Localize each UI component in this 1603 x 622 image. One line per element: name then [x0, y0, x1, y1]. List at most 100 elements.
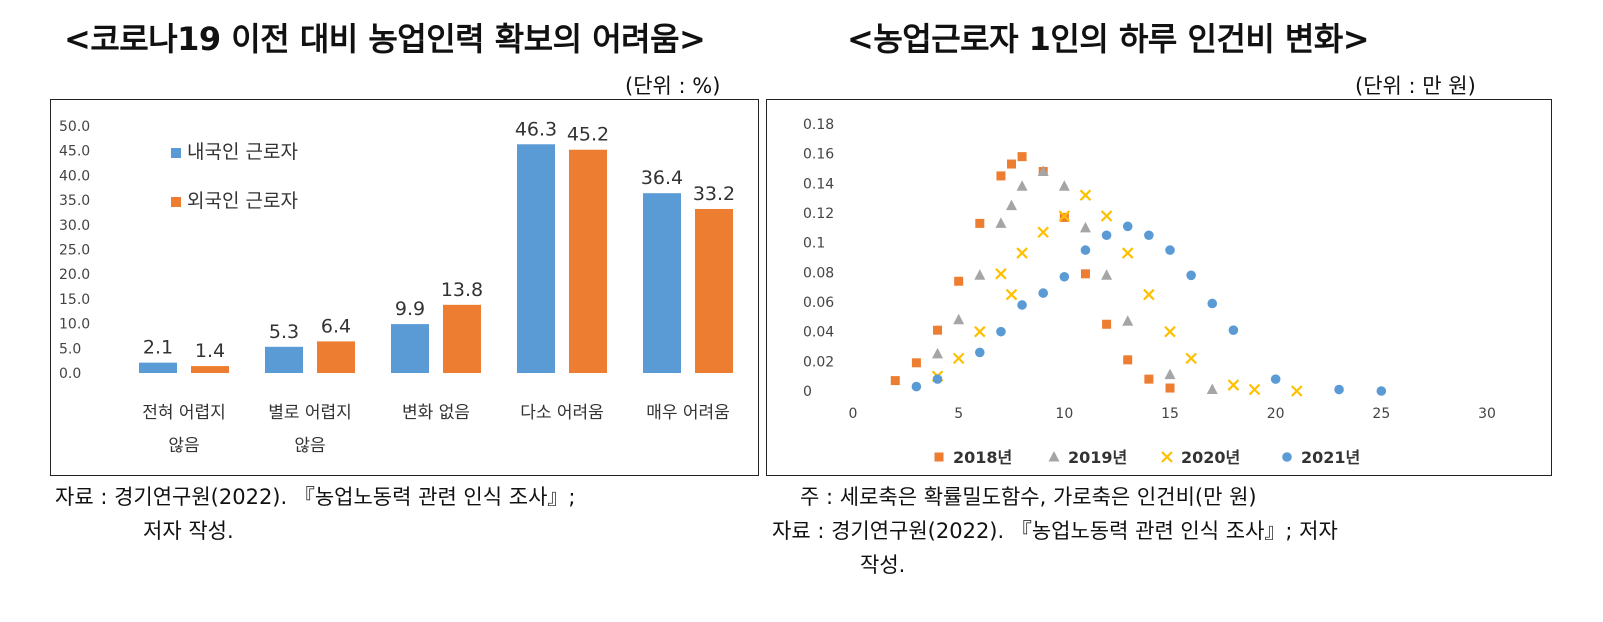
point-2018년	[1144, 374, 1154, 384]
point-2018년	[1165, 383, 1175, 393]
x-tick-label: 30	[1478, 406, 1496, 422]
y-tick-label: 20.0	[59, 267, 90, 283]
point-2021년	[1122, 221, 1133, 232]
point-2018년	[1123, 355, 1133, 365]
right-note-line1: 주 : 세로축은 확률밀도함수, 가로축은 인건비(만 원)	[800, 485, 1257, 509]
point-2021년	[911, 381, 922, 392]
y-tick-label: 30.0	[59, 218, 90, 234]
y-tick-label: 0.02	[803, 354, 834, 370]
legend-marker-2	[1048, 451, 1060, 462]
y-tick-label: 25.0	[59, 243, 90, 259]
left-chart-unit: (단위 : %)	[625, 74, 721, 98]
scatter-chart: 0 0.02 0.04 0.06 0.08 0.1 0.12 0.14 0.16 0.18 0 5 10…	[803, 117, 1496, 467]
point-2019년	[1101, 269, 1113, 280]
point-2020년	[1185, 352, 1197, 365]
bar-foreign-4	[569, 149, 607, 373]
point-2019년	[974, 269, 986, 280]
point-2018년	[1102, 319, 1112, 329]
point-2021년	[1080, 245, 1091, 255]
point-2021년	[996, 326, 1006, 337]
y-tick-label: 40.0	[59, 168, 90, 184]
category-label: 않음	[294, 436, 325, 456]
point-2018년	[1017, 152, 1027, 162]
point-2018년	[1080, 269, 1090, 279]
left-source-line2: 저자 작성.	[143, 519, 234, 543]
bar-domestic-2	[265, 346, 303, 373]
point-2020년	[1037, 226, 1049, 239]
x-tick-label: 25	[1372, 406, 1390, 422]
left-chart-title: <코로나19 이전 대비 농업인력 확보의 어려움>	[64, 20, 706, 58]
point-2021년	[1165, 245, 1175, 255]
x-tick-label: 15	[1161, 406, 1179, 422]
category-label: 전혀 어렵지	[142, 403, 226, 423]
legend-label-1: 2018년	[953, 448, 1012, 467]
bar-value-label: 46.3	[515, 118, 557, 140]
bar-foreign-3	[443, 304, 481, 373]
point-2021년	[975, 347, 985, 358]
y-tick-label: 0.1	[803, 236, 825, 252]
x-tick-label: 10	[1055, 406, 1073, 422]
point-2018년	[954, 276, 964, 286]
point-2021년	[1376, 386, 1387, 396]
bar-value-label: 13.8	[441, 279, 483, 301]
point-2019년	[1006, 199, 1017, 211]
point-2018년	[911, 358, 921, 368]
point-2020년	[1079, 189, 1092, 201]
category-label: 매우 어려움	[646, 403, 730, 423]
point-2020년	[995, 268, 1007, 280]
y-tick-label: 0.16	[803, 147, 834, 163]
point-2019년	[1079, 221, 1091, 233]
bar-domestic-1	[139, 362, 177, 373]
legend-label-2: 2019년	[1068, 448, 1127, 467]
point-2020년	[1058, 210, 1071, 222]
point-2018년	[975, 218, 985, 228]
legend-marker-4	[1282, 452, 1292, 462]
y-tick-label: 35.0	[59, 193, 90, 209]
point-2019년	[953, 313, 965, 325]
y-tick-label: 50.0	[59, 119, 90, 135]
point-2020년	[1227, 379, 1240, 391]
bar-value-label: 9.9	[395, 298, 425, 320]
bar-value-label: 33.2	[693, 183, 735, 205]
legend-label-4: 2021년	[1301, 448, 1360, 467]
bar-value-label: 6.4	[321, 315, 351, 337]
point-2021년	[1038, 288, 1048, 298]
point-2021년	[1144, 230, 1154, 241]
point-2019년	[1037, 165, 1049, 176]
point-2021년	[1059, 271, 1070, 282]
point-2020년	[1291, 385, 1303, 397]
point-2021년	[1101, 230, 1112, 241]
category-label: 다소 어려움	[520, 403, 604, 423]
bar-value-label: 5.3	[269, 321, 299, 343]
legend-swatch-2	[171, 197, 181, 207]
legend-label-2: 외국인 근로자	[187, 190, 298, 212]
y-tick-label: 0.14	[803, 176, 834, 192]
y-tick-label: 15.0	[59, 292, 90, 308]
point-2020년	[952, 352, 965, 365]
bar-domestic-4	[517, 144, 555, 373]
point-2020년	[1100, 210, 1113, 222]
x-tick-label: 20	[1267, 406, 1285, 422]
point-2020년	[1121, 247, 1134, 259]
category-label: 않음	[168, 436, 199, 456]
point-2019년	[1016, 180, 1028, 191]
y-tick-label: 0	[803, 384, 812, 400]
point-2021년	[932, 374, 943, 384]
y-tick-label: 5.0	[59, 341, 81, 357]
bar-chart: 0.0 5.0 10.0 15.0 20.0 25.0 30.0 35.0 40.0 45.0 50…	[59, 118, 735, 456]
legend-label-3: 2020년	[1181, 448, 1240, 467]
legend-label-1: 내국인 근로자	[187, 141, 298, 163]
bar-value-label: 45.2	[567, 124, 609, 146]
right-note-line2: 자료 : 경기연구원(2022). 『농업노동력 관련 인식 조사』; 저자	[772, 519, 1338, 543]
y-tick-label: 0.18	[803, 117, 834, 133]
point-2021년	[1270, 374, 1281, 384]
right-note-line3: 작성.	[860, 553, 906, 577]
bar-foreign-1	[191, 366, 229, 373]
point-2019년	[1122, 315, 1134, 326]
point-2018년	[996, 171, 1006, 181]
bar-foreign-5	[695, 208, 733, 373]
point-2021년	[1334, 384, 1344, 395]
right-chart-title: <농업근로자 1인의 하루 인건비 변화>	[847, 20, 1370, 58]
y-tick-label: 10.0	[59, 317, 90, 333]
category-label: 별로 어렵지	[268, 403, 352, 423]
